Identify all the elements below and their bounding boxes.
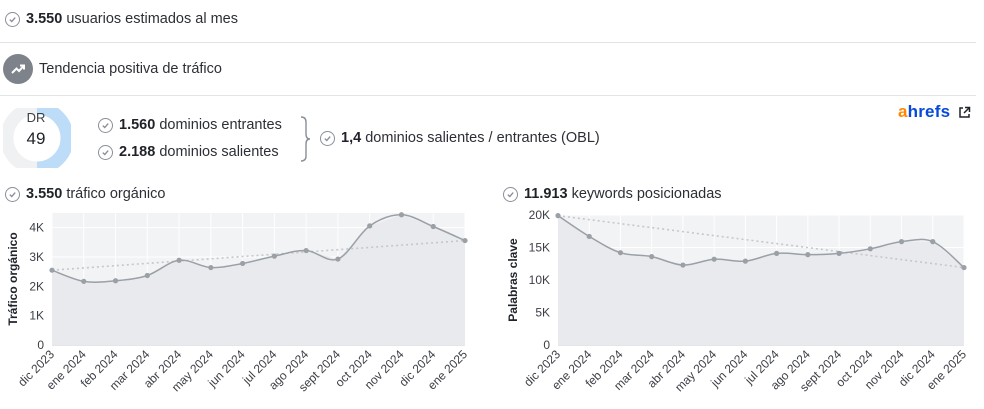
data-point[interactable] [836,250,842,256]
dr-gauge-fill [36,108,71,168]
ahrefs-link[interactable]: ahrefs [898,102,971,122]
data-point[interactable] [898,239,905,245]
obl-ratio: 1,4 dominios salientes / entrantes (OBL) [320,130,600,146]
y-tick-label: 2K [29,279,44,293]
keywords-value: 11.913 [524,186,568,202]
y-tick-label: 1K [29,309,44,323]
data-point[interactable] [176,257,182,263]
organic-traffic-value: 3.550 [26,186,63,202]
data-point[interactable] [49,267,55,273]
check-circle-icon [98,117,113,133]
incoming-domains: 1.560 dominios entrantes [98,117,282,133]
series-line [51,214,466,283]
y-tick-label: 10K [529,273,550,287]
y-tick-label: 3K [29,250,44,264]
data-point[interactable] [208,264,214,271]
estimated-users-label: usuarios estimados al mes [66,11,238,27]
data-point[interactable] [586,233,592,240]
outgoing-domains: 2.188 dominios salientes [98,144,279,160]
obl-label: dominios salientes / entrantes (OBL) [365,130,600,146]
keywords-title: 11.913 keywords posicionadas [503,186,722,202]
data-point[interactable] [271,253,277,259]
estimated-users-value: 3.550 [26,11,63,27]
area-fill [558,215,964,345]
external-link-icon [959,106,971,118]
outgoing-domains-label: dominios salientes [159,144,279,160]
check-circle-icon [5,186,20,202]
estimated-users-text: 3.550 usuarios estimados al mes [26,11,238,27]
y-tick-label: 0 [543,338,550,352]
data-point[interactable] [112,278,119,284]
y-tick-label: 5K [535,306,550,320]
check-circle-icon [503,186,518,202]
data-point[interactable] [680,262,686,268]
y-tick-label: 15K [529,241,550,255]
domain-rating-gauge: DR 49 [3,108,71,168]
obl-value: 1,4 [341,130,362,146]
data-point[interactable] [367,223,373,229]
check-circle-icon [98,144,113,160]
data-point[interactable] [240,260,246,267]
check-circle-icon [320,130,335,146]
data-point[interactable] [649,254,655,260]
traffic-trend-row: Tendencia positiva de tráfico [0,54,976,84]
y-tick-label: 4K [29,221,44,235]
ahrefs-logo-rest: hrefs [907,102,951,121]
y-tick-label: 0 [37,338,44,352]
data-point[interactable] [961,264,967,271]
data-point[interactable] [144,272,150,279]
data-point[interactable] [430,223,436,230]
traffic-trend-label: Tendencia positiva de tráfico [39,61,222,77]
incoming-domains-label: dominios entrantes [159,117,282,133]
trending-up-icon [3,54,33,84]
estimated-users-row: 3.550 usuarios estimados al mes [0,11,976,27]
data-point[interactable] [930,239,936,245]
check-circle-icon [5,11,20,27]
divider [0,95,976,96]
y-tick-label: 20K [529,208,550,222]
dr-label: DR [26,110,46,125]
organic-traffic-title: 3.550 tráfico orgánico [5,186,165,202]
series-line [557,215,965,269]
trend-line [557,214,965,269]
data-point[interactable] [81,278,87,284]
data-point[interactable] [805,252,811,258]
y-axis-label: Tráfico orgánico [6,232,20,325]
organic-traffic-label: tráfico orgánico [66,186,166,202]
ahrefs-logo-a: a [898,102,908,121]
data-point[interactable] [742,258,748,264]
data-point[interactable] [867,246,873,252]
data-point[interactable] [617,250,624,256]
data-point[interactable] [711,256,717,262]
data-point[interactable] [774,250,780,256]
divider [0,42,976,43]
data-point[interactable] [303,247,309,254]
outgoing-domains-value: 2.188 [119,144,156,160]
data-point[interactable] [555,213,561,219]
keywords-label: keywords posicionadas [571,186,722,202]
data-point[interactable] [398,212,405,218]
brace-icon [300,116,311,162]
data-point[interactable] [462,237,468,244]
y-axis-label: Palabras clave [506,238,520,322]
data-point[interactable] [335,256,341,262]
dr-value: 49 [26,129,46,148]
trend-line [51,239,466,271]
incoming-domains-value: 1.560 [119,117,156,133]
